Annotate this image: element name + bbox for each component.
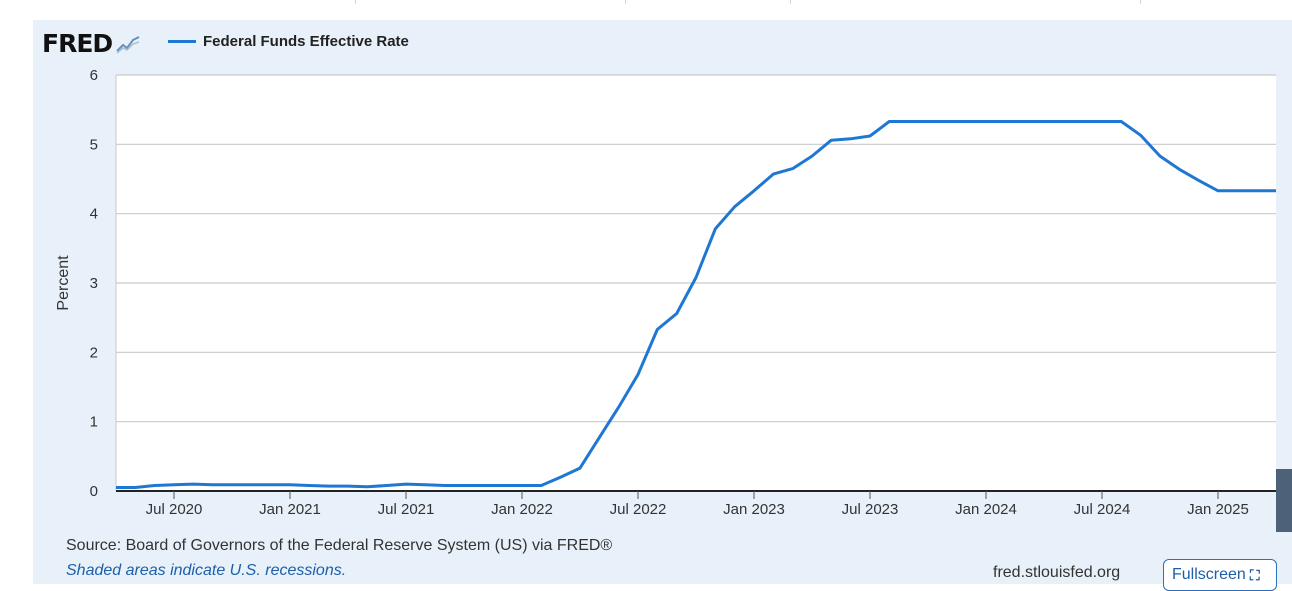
y-tick-label: 1	[90, 414, 98, 431]
x-tick-label: Jul 2023	[842, 501, 899, 518]
series-line-federal-funds-rate	[116, 120, 1276, 489]
x-tick-label: Jul 2020	[146, 501, 203, 518]
x-tick-label: Jan 2021	[259, 501, 321, 518]
top-divider	[1140, 0, 1141, 4]
chart-legend[interactable]: Federal Funds Effective Rate	[168, 33, 409, 50]
expand-icon: ⛶	[1249, 566, 1260, 583]
fred-wordmark: FRED	[42, 29, 113, 58]
x-tick-label: Jan 2022	[491, 501, 553, 518]
x-tick-label: Jul 2024	[1074, 501, 1131, 518]
y-tick-label: 4	[90, 206, 98, 223]
legend-label: Federal Funds Effective Rate	[203, 33, 409, 50]
legend-swatch	[168, 40, 196, 43]
x-tick-label: Jan 2023	[723, 501, 785, 518]
x-tick-label: Jul 2022	[610, 501, 667, 518]
y-tick-label: 2	[90, 344, 98, 361]
x-tick-label: Jan 2025	[1187, 501, 1249, 518]
trend-graph-icon	[115, 33, 142, 54]
fullscreen-label: Fullscreen	[1172, 566, 1246, 583]
y-tick-label: 0	[90, 483, 98, 500]
y-tick-label: 5	[90, 136, 98, 153]
top-strip	[0, 0, 1292, 20]
top-divider	[790, 0, 791, 4]
fred-logo[interactable]: FRED	[42, 29, 142, 58]
y-axis-label: Percent	[55, 255, 72, 311]
fullscreen-button[interactable]: Fullscreen ⛶	[1163, 559, 1277, 591]
top-divider	[625, 0, 626, 4]
x-tick-label: Jan 2024	[955, 501, 1017, 518]
site-url[interactable]: fred.stlouisfed.org	[993, 564, 1121, 581]
source-note: Source: Board of Governors of the Federa…	[66, 537, 613, 554]
y-tick-label: 6	[90, 67, 98, 84]
top-divider	[355, 0, 356, 4]
recession-note[interactable]: Shaded areas indicate U.S. recessions.	[66, 562, 347, 579]
side-scroll-handle[interactable]	[1276, 469, 1292, 532]
x-tick-label: Jul 2021	[378, 501, 435, 518]
y-tick-label: 3	[90, 275, 98, 292]
